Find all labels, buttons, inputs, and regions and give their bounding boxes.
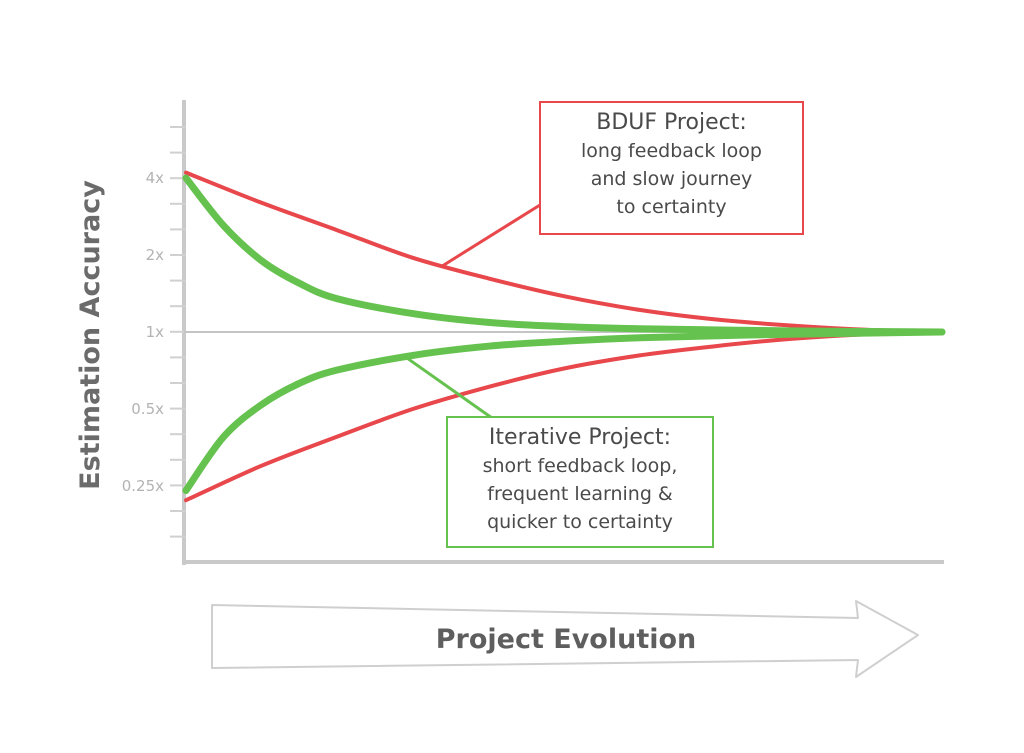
bduf-curve-upper: [184, 170, 944, 334]
y-tick-label: 0.5x: [131, 400, 164, 418]
series-layer: [182, 170, 946, 503]
bduf-callout-line: long feedback loop: [581, 140, 762, 162]
iterative-callout-title: Iterative Project:: [488, 425, 672, 450]
y-tick-labels: 4x 2x 1x 0.5x 0.25x: [122, 169, 164, 495]
bduf-callout: BDUF Project: long feedback loop and slo…: [539, 101, 804, 235]
iterative-curve-lower: [182, 328, 946, 494]
iterative-pointer-line: [404, 355, 493, 420]
bduf-callout-title: BDUF Project:: [596, 110, 747, 135]
bduf-callout-line: to certainty: [616, 196, 727, 218]
y-tick-label: 4x: [146, 169, 165, 187]
bduf-pointer-line: [442, 198, 549, 267]
iterative-callout-line: quicker to certainty: [487, 511, 673, 533]
y-tick-label: 2x: [146, 246, 165, 264]
iterative-curve-upper: [182, 174, 946, 336]
iterative-callout-line: short feedback loop,: [482, 455, 678, 477]
y-tick-label: 1x: [146, 323, 165, 341]
bduf-callout-line: and slow journey: [590, 168, 753, 190]
y-minor-ticks: [170, 126, 186, 538]
x-axis-arrow: Project Evolution: [211, 600, 919, 678]
y-axis-label: Estimation Accuracy: [75, 180, 106, 490]
bduf-curve-lower: [184, 330, 944, 503]
iterative-callout-line: frequent learning &: [487, 483, 673, 505]
callout-pointers: [404, 198, 549, 420]
y-tick-label: 0.25x: [122, 477, 164, 495]
x-axis-label: Project Evolution: [436, 624, 697, 655]
iterative-callout: Iterative Project: short feedback loop, …: [446, 416, 714, 548]
